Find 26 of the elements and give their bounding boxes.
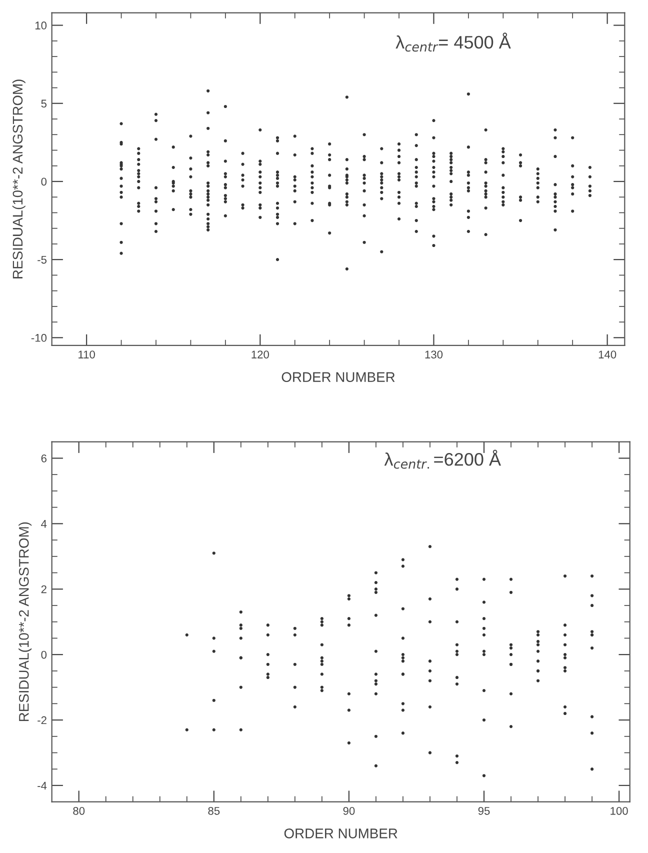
x-tick-label: 100 [610, 806, 628, 815]
x-tick-label: 80 [73, 806, 85, 815]
x-tick-label: 95 [478, 806, 490, 815]
x-tick-label: 85 [208, 806, 220, 815]
y-tick-label: 6 [41, 454, 46, 462]
y-tick-label: 5 [41, 100, 47, 108]
y-tick-label: 2 [41, 585, 46, 594]
y-axis-title: RESIDUAL(10**-2 ANGSTROM) [12, 80, 26, 278]
y-tick-label: -5 [38, 256, 47, 264]
y-axis-title: RESIDUAL(10**-2 ANGSTROM) [18, 522, 32, 722]
y-tick-label: 0 [41, 650, 47, 659]
x-tick-label: 90 [343, 806, 355, 815]
y-tick-label: 4 [41, 520, 47, 528]
y-tick-label: 10 [35, 22, 47, 30]
x-axis-title: ORDER NUMBER [282, 372, 395, 382]
y-tick-label: -2 [38, 716, 46, 724]
annotation: λ$_{centr}$= 4500 Å [396, 32, 511, 52]
x-tick-label: 120 [252, 350, 269, 358]
x-axis-title: ORDER NUMBER [284, 828, 398, 838]
y-tick-label: -10 [31, 334, 47, 342]
annotation: λ$_{centr.}$=6200 Å [384, 450, 501, 469]
x-tick-label: 110 [78, 350, 95, 358]
y-tick-label: 0 [41, 178, 47, 186]
y-tick-label: -4 [38, 782, 47, 790]
x-tick-label: 130 [425, 350, 443, 358]
x-tick-label: 140 [598, 350, 616, 358]
